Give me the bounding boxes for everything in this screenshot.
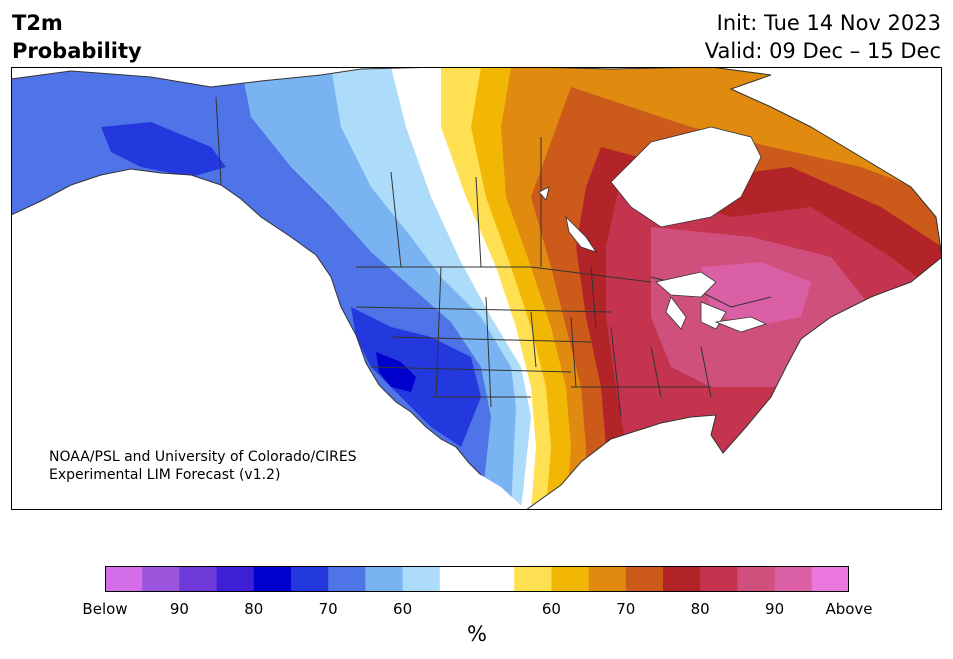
colorbar-swatch <box>811 566 849 592</box>
colorbar-swatch <box>216 566 255 592</box>
colorbar-tick-label: 90 <box>169 600 189 618</box>
colorbar-tick-label: 70 <box>318 600 338 618</box>
colorbar-frame <box>105 566 849 592</box>
colorbar-swatch <box>365 566 404 592</box>
colorbar-swatch <box>402 566 441 592</box>
colorbar-tick-label: 60 <box>393 600 413 618</box>
credit-text: NOAA/PSL and University of Colorado/CIRE… <box>49 448 357 484</box>
colorbar-swatch <box>328 566 366 592</box>
colorbar-tick-label: Below <box>82 600 128 618</box>
init-date: Init: Tue 14 Nov 2023 <box>716 11 941 35</box>
map-frame <box>11 67 942 510</box>
title-line-2: Probability <box>12 39 142 63</box>
colorbar-tick-label: 70 <box>616 600 636 618</box>
title-line-1: T2m <box>12 11 63 35</box>
colorbar <box>105 566 849 592</box>
colorbar-swatch <box>477 566 515 592</box>
probability-map <box>11 67 942 510</box>
colorbar-swatch <box>439 566 478 592</box>
colorbar-swatch <box>700 566 738 592</box>
map-title: T2m Probability <box>12 9 142 65</box>
credit-line-2: Experimental LIM Forecast (v1.2) <box>49 467 281 483</box>
colorbar-tick-label: Above <box>825 600 873 618</box>
colorbar-tick-label: 80 <box>690 600 710 618</box>
colorbar-swatch <box>588 566 627 592</box>
colorbar-swatch <box>105 566 143 592</box>
map-borders <box>11 67 942 510</box>
colorbar-swatch <box>253 566 292 592</box>
credit-line-1: NOAA/PSL and University of Colorado/CIRE… <box>49 449 357 465</box>
colorbar-swatch <box>663 566 701 592</box>
colorbar-swatch <box>625 566 664 592</box>
colorbar-tick-label: 80 <box>244 600 264 618</box>
colorbar-swatch <box>514 566 552 592</box>
colorbar-swatch <box>774 566 813 592</box>
lakes <box>538 186 768 333</box>
hudson-bay <box>610 126 762 228</box>
colorbar-swatch <box>142 566 180 592</box>
colorbar-tick-label: 60 <box>541 600 561 618</box>
colorbar-swatch <box>551 566 590 592</box>
colorbar-tick-label: 90 <box>765 600 785 618</box>
forecast-dates: Init: Tue 14 Nov 2023 Valid: 09 Dec – 15… <box>705 9 941 65</box>
colorbar-unit: % <box>467 622 487 646</box>
colorbar-swatch <box>179 566 218 592</box>
colorbar-swatch <box>737 566 776 592</box>
valid-range: Valid: 09 Dec – 15 Dec <box>704 39 941 63</box>
colorbar-swatch <box>291 566 329 592</box>
